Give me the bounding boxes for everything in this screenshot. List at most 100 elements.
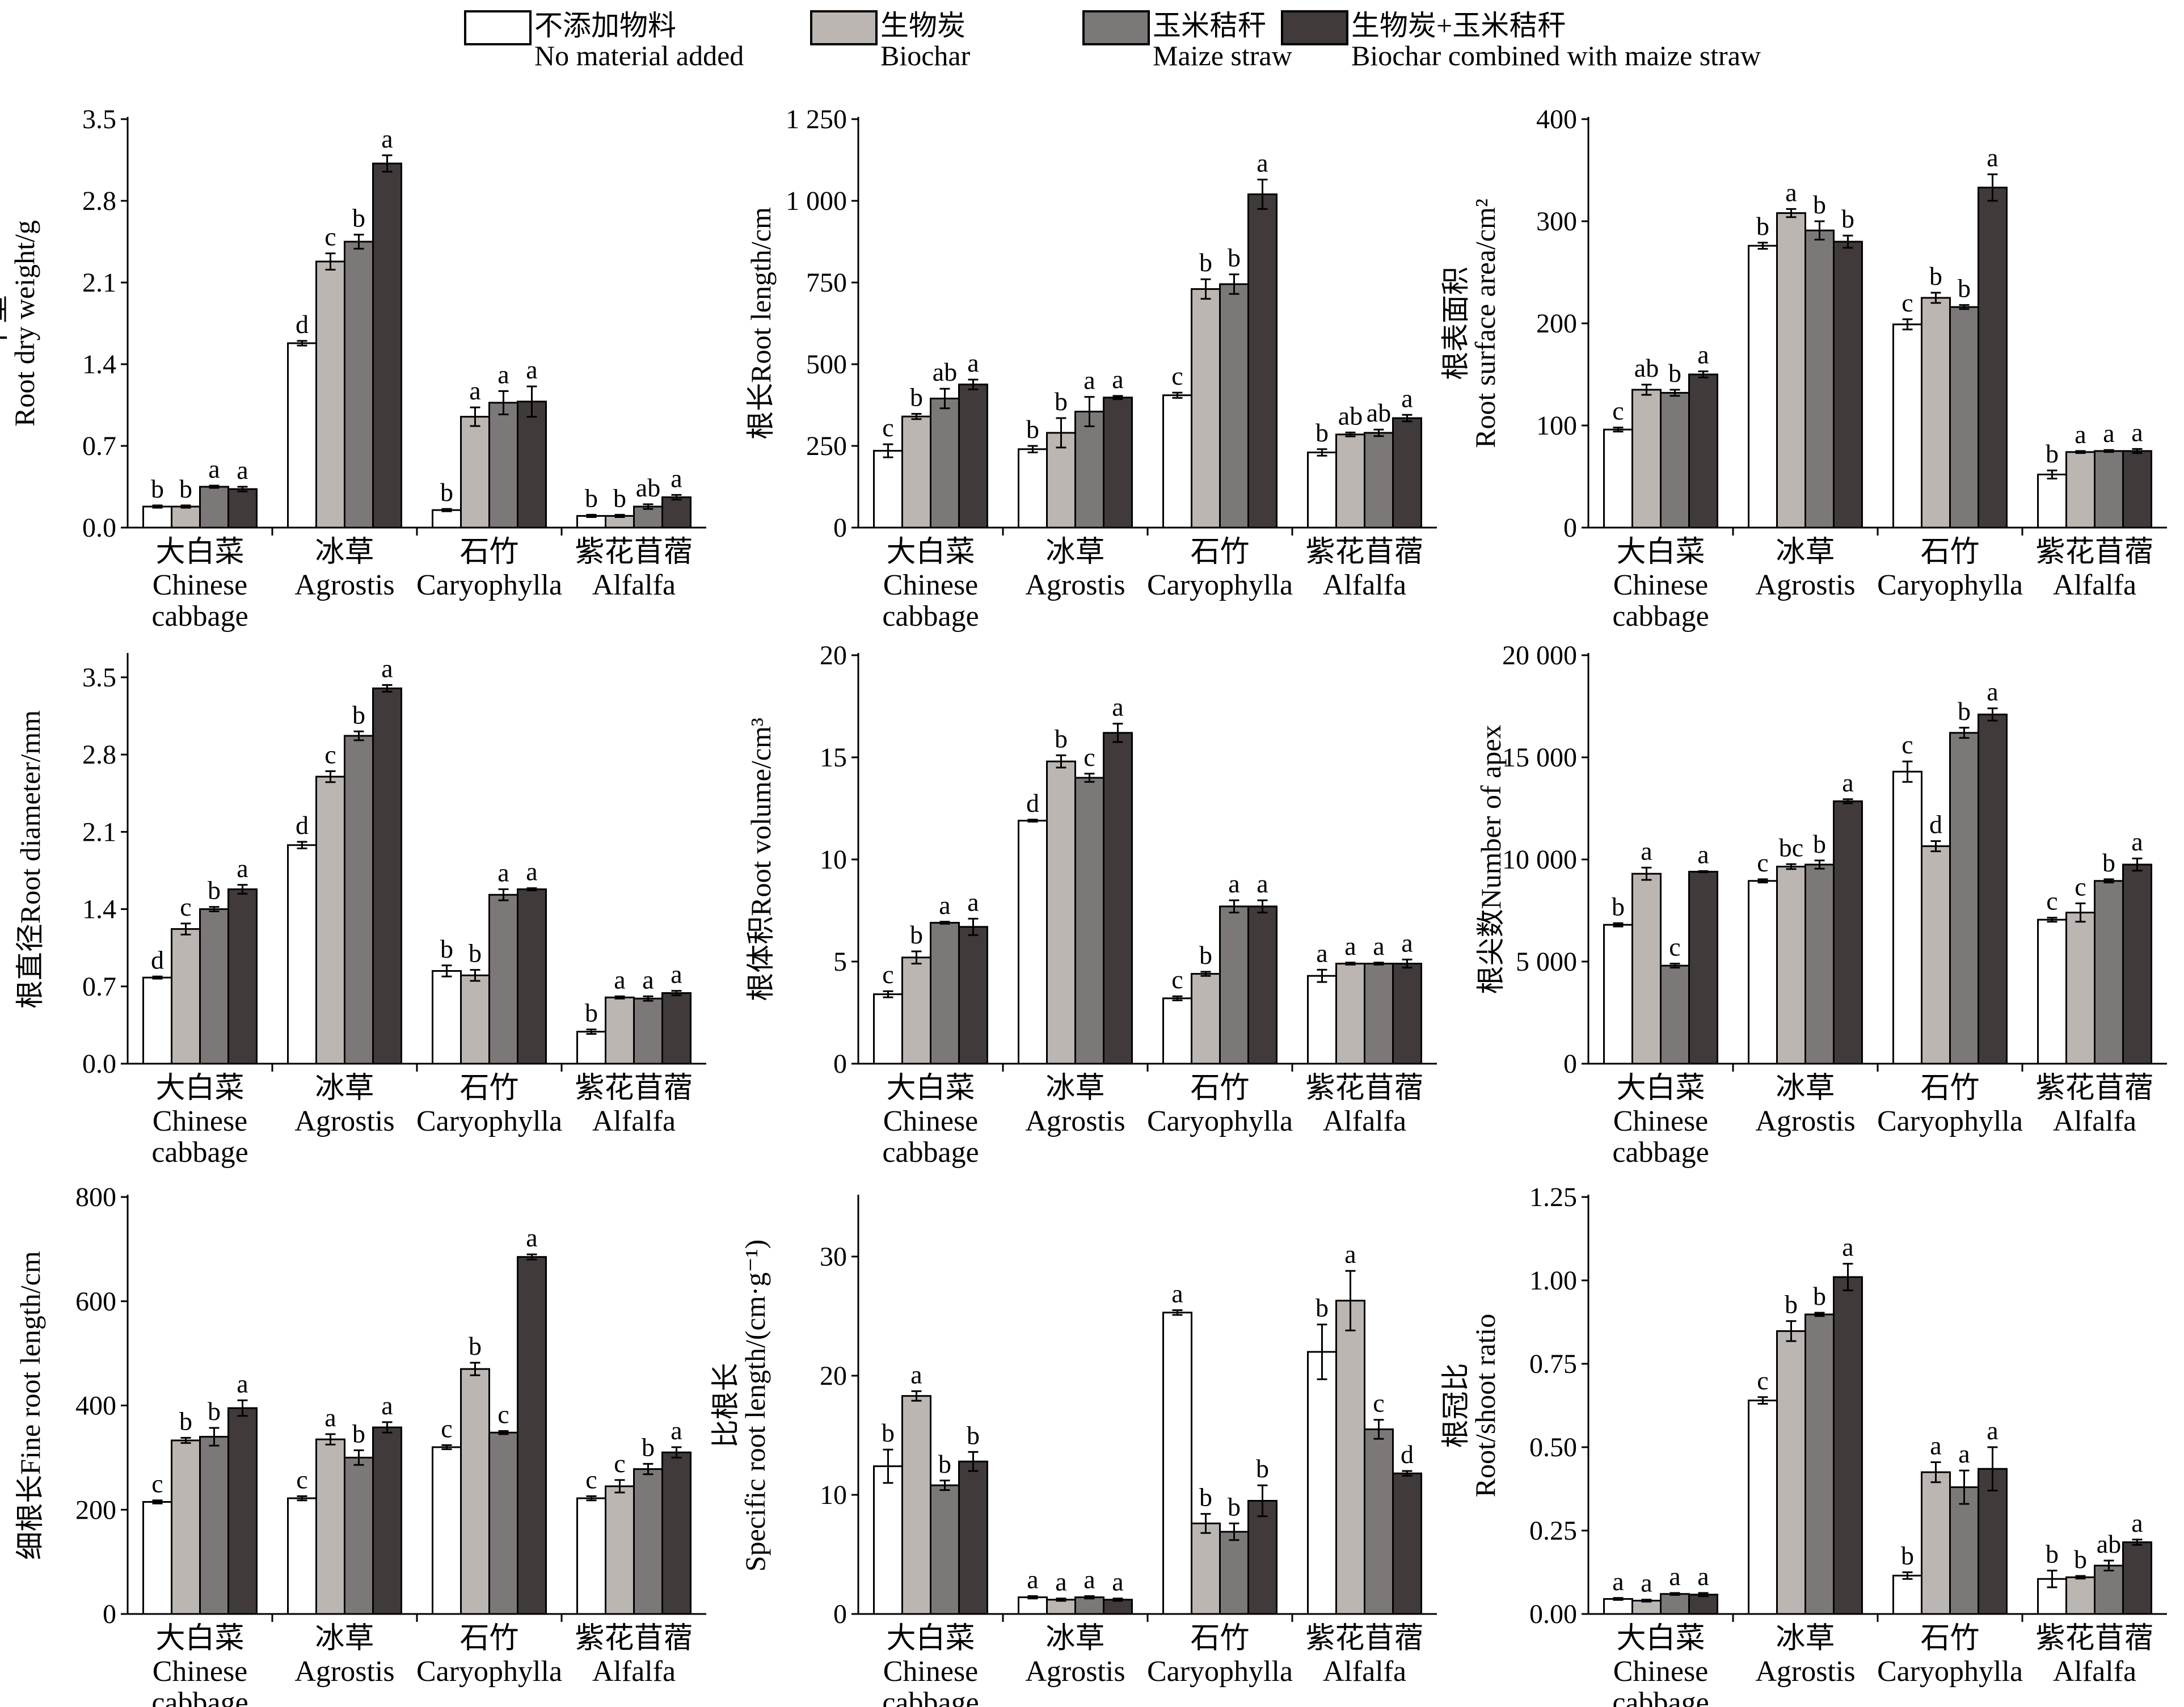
x-tick-label-zh: 冰草	[1045, 1622, 1104, 1655]
x-tick-label-zh: 大白菜	[886, 536, 975, 568]
y-tick-label: 0.75	[1529, 1349, 1577, 1379]
bar	[199, 486, 229, 529]
x-tick-label-zh: 紫花苜蓿	[575, 536, 693, 568]
significance-letter: a	[526, 1223, 537, 1252]
x-tick-label-zh: 石竹	[1190, 1622, 1249, 1655]
y-tick-label: 0.00	[1529, 1599, 1577, 1629]
significance-letter: b	[1256, 1454, 1269, 1483]
y-tick-label: 2.1	[82, 268, 116, 298]
significance-letter: a	[2131, 827, 2143, 856]
y-tick-label: 400	[1536, 104, 1577, 134]
significance-letter: a	[671, 1416, 682, 1445]
significance-letter: b	[1668, 359, 1681, 387]
significance-letter: a	[967, 348, 979, 377]
y-tick-label: 10	[820, 845, 847, 875]
significance-letter: b	[208, 1397, 221, 1426]
significance-letter: a	[1055, 1567, 1066, 1596]
bar	[930, 1484, 960, 1615]
bar	[171, 1439, 201, 1615]
bar	[1978, 187, 2008, 529]
bar	[1074, 777, 1104, 1065]
significance-letter: b	[642, 1432, 655, 1461]
significance-letter: bc	[1779, 833, 1803, 862]
y-tick-label: 0.7	[82, 972, 116, 1002]
y-tick-label: 15	[820, 743, 847, 773]
x-tick-label-zh: 大白菜	[886, 1622, 975, 1655]
significance-letter: b	[179, 1406, 192, 1435]
significance-letter: a	[1257, 149, 1268, 178]
bar	[344, 241, 374, 529]
bar	[432, 970, 462, 1065]
legend-label-en: Maize straw	[1153, 40, 1292, 71]
y-axis-label: 根表面积	[1440, 267, 1472, 380]
bar	[1631, 389, 1662, 529]
y-tick-label: 0.25	[1529, 1516, 1577, 1546]
y-tick-label: 1.4	[82, 349, 116, 380]
x-tick-label-en: Caryophylla	[1147, 1655, 1293, 1688]
x-tick-label-zh: 大白菜	[155, 1072, 244, 1105]
bar	[171, 505, 201, 529]
y-axis-label: 根长Root length/cm	[745, 207, 777, 440]
x-tick-label-en: cabbage	[882, 1136, 979, 1169]
significance-letter: ab	[1338, 401, 1363, 430]
significance-letter: b	[585, 998, 598, 1027]
y-tick-label: 2.1	[82, 817, 116, 847]
bar	[1162, 394, 1192, 529]
significance-letter: a	[1842, 768, 1853, 797]
significance-letter: d	[1929, 810, 1942, 839]
chart-panel: 0 5 000 10 000 15 000 20 000 根尖数Number of ape…	[1475, 640, 2167, 1169]
significance-letter: a	[1083, 366, 1095, 395]
significance-letter: a	[1785, 178, 1797, 206]
x-tick-label-zh: 石竹	[459, 536, 518, 568]
significance-letter: c	[497, 1400, 509, 1429]
significance-letter: a	[642, 965, 653, 994]
y-axis-label: 根直径Root diameter/mm	[14, 710, 46, 1009]
x-tick-label-en: Agrostis	[1755, 1105, 1855, 1137]
significance-letter: b	[1199, 1483, 1212, 1512]
significance-letter: a	[1112, 1567, 1123, 1596]
x-tick-label-en: Alfalfa	[1323, 569, 1406, 601]
x-tick-label-zh: 石竹	[459, 1622, 518, 1655]
bar	[1892, 323, 1922, 529]
significance-letter: a	[1228, 869, 1239, 898]
significance-letter: a	[1842, 1233, 1853, 1262]
bar	[873, 993, 903, 1065]
bar	[1776, 212, 1806, 529]
bar	[1103, 1599, 1133, 1615]
significance-letter: b	[1929, 262, 1942, 290]
bar	[1892, 1574, 1922, 1615]
significance-letter: d	[1026, 789, 1039, 817]
significance-letter: a	[671, 960, 682, 989]
significance-letter: a	[324, 1403, 336, 1432]
x-tick-label-en: Alfalfa	[2053, 1105, 2136, 1137]
y-axis-label: 根体积Root volume/cm³	[745, 718, 777, 1001]
x-tick-label-en: Alfalfa	[1323, 1105, 1406, 1137]
significance-letter: c	[441, 1414, 452, 1443]
y-tick-label: 300	[1536, 206, 1577, 237]
significance-letter: b	[2074, 1545, 2087, 1574]
significance-letter: c	[2075, 872, 2086, 901]
y-tick-label: 250	[806, 431, 847, 461]
significance-letter: a	[1697, 1562, 1709, 1591]
y-tick-label: 15 000	[1502, 743, 1577, 773]
x-tick-label-en: Agrostis	[1755, 569, 1855, 601]
significance-letter: c	[882, 960, 893, 989]
bar	[372, 687, 402, 1065]
y-tick-label: 0	[833, 513, 847, 543]
significance-letter: b	[1055, 387, 1068, 416]
x-tick-label-en: Agrostis	[1025, 1655, 1125, 1688]
bar	[1921, 1471, 1951, 1615]
significance-letter: c	[1757, 848, 1768, 877]
y-tick-label: 30	[820, 1242, 847, 1272]
significance-letter: a	[1401, 928, 1413, 957]
significance-letter: a	[1987, 143, 1998, 172]
x-tick-label-en: Chinese	[883, 1105, 979, 1137]
legend-swatch	[1281, 10, 1348, 45]
significance-letter: d	[296, 811, 309, 840]
x-tick-label-en: Alfalfa	[592, 569, 676, 601]
